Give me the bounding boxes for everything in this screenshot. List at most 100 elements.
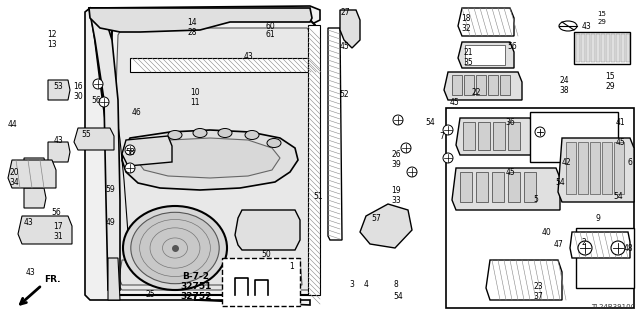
Text: 52: 52 bbox=[339, 90, 349, 99]
Text: 10
11: 10 11 bbox=[190, 88, 200, 108]
Ellipse shape bbox=[131, 212, 219, 284]
Polygon shape bbox=[89, 8, 312, 32]
Bar bbox=[590, 142, 600, 194]
Text: 54: 54 bbox=[425, 118, 435, 127]
Text: 18
32: 18 32 bbox=[461, 14, 471, 33]
Text: 32751: 32751 bbox=[180, 282, 212, 291]
Polygon shape bbox=[444, 72, 522, 100]
Text: 24
38: 24 38 bbox=[559, 76, 569, 95]
Ellipse shape bbox=[168, 130, 182, 139]
Text: 8: 8 bbox=[394, 280, 398, 289]
Ellipse shape bbox=[559, 21, 577, 31]
Polygon shape bbox=[135, 138, 280, 178]
Bar bbox=[446, 108, 634, 308]
Text: 59: 59 bbox=[105, 185, 115, 194]
Bar bbox=[500, 75, 510, 95]
Polygon shape bbox=[570, 232, 630, 258]
Bar bbox=[626, 34, 630, 62]
Bar bbox=[530, 112, 618, 162]
Text: 44: 44 bbox=[7, 120, 17, 129]
Text: 54: 54 bbox=[613, 192, 623, 201]
Text: 43: 43 bbox=[23, 218, 33, 227]
Bar bbox=[621, 34, 625, 62]
Polygon shape bbox=[108, 258, 120, 300]
Circle shape bbox=[125, 163, 135, 173]
Bar bbox=[464, 75, 474, 95]
Bar bbox=[460, 172, 472, 202]
Polygon shape bbox=[48, 142, 70, 162]
Bar bbox=[465, 45, 505, 65]
Text: 43: 43 bbox=[25, 268, 35, 277]
Bar bbox=[452, 75, 462, 95]
Bar bbox=[591, 34, 595, 62]
Polygon shape bbox=[48, 80, 70, 100]
Bar bbox=[581, 34, 585, 62]
Text: 47: 47 bbox=[553, 240, 563, 249]
Polygon shape bbox=[360, 204, 412, 248]
Text: 14
28: 14 28 bbox=[187, 18, 197, 37]
Circle shape bbox=[407, 167, 417, 177]
Text: 51: 51 bbox=[313, 192, 323, 201]
Polygon shape bbox=[85, 6, 320, 305]
Text: 40: 40 bbox=[541, 228, 551, 237]
Text: 19
33: 19 33 bbox=[391, 186, 401, 205]
Bar bbox=[492, 172, 504, 202]
Circle shape bbox=[401, 143, 411, 153]
Text: 43: 43 bbox=[53, 136, 63, 145]
Bar bbox=[508, 122, 520, 150]
Text: 2: 2 bbox=[582, 238, 586, 247]
Circle shape bbox=[535, 127, 545, 137]
Text: 25: 25 bbox=[145, 290, 155, 299]
Polygon shape bbox=[452, 168, 560, 210]
Text: 45: 45 bbox=[615, 138, 625, 147]
Text: 56: 56 bbox=[507, 42, 517, 51]
Polygon shape bbox=[24, 188, 46, 208]
Bar bbox=[614, 142, 624, 194]
Bar bbox=[130, 58, 308, 72]
Text: 16
30: 16 30 bbox=[73, 82, 83, 101]
Polygon shape bbox=[8, 160, 56, 188]
Polygon shape bbox=[235, 210, 300, 250]
Text: 6: 6 bbox=[628, 158, 632, 167]
Text: 1: 1 bbox=[290, 262, 294, 271]
Bar bbox=[611, 34, 615, 62]
Text: 5: 5 bbox=[534, 195, 538, 204]
Text: 45: 45 bbox=[505, 168, 515, 177]
Polygon shape bbox=[340, 10, 360, 48]
Bar bbox=[578, 142, 588, 194]
Bar bbox=[478, 122, 490, 150]
Text: 26
39: 26 39 bbox=[391, 150, 401, 169]
Text: 43: 43 bbox=[243, 52, 253, 61]
Text: 36: 36 bbox=[505, 118, 515, 127]
Text: 22: 22 bbox=[471, 88, 481, 97]
Polygon shape bbox=[74, 128, 114, 150]
Text: B-7-2: B-7-2 bbox=[182, 272, 209, 281]
Circle shape bbox=[443, 125, 453, 135]
Circle shape bbox=[99, 97, 109, 107]
Bar bbox=[602, 142, 612, 194]
Polygon shape bbox=[24, 158, 46, 178]
Text: 57: 57 bbox=[371, 214, 381, 223]
Bar bbox=[524, 172, 536, 202]
Bar bbox=[488, 75, 498, 95]
Bar bbox=[463, 122, 475, 150]
Text: 49: 49 bbox=[105, 218, 115, 227]
Text: 41: 41 bbox=[615, 118, 625, 127]
Polygon shape bbox=[458, 8, 514, 36]
Bar bbox=[576, 34, 580, 62]
Bar bbox=[606, 34, 610, 62]
Circle shape bbox=[578, 241, 592, 255]
Text: 15
29: 15 29 bbox=[605, 72, 615, 92]
Text: 56: 56 bbox=[91, 96, 101, 105]
Bar bbox=[596, 34, 600, 62]
Polygon shape bbox=[458, 42, 514, 68]
Bar bbox=[508, 172, 520, 202]
Circle shape bbox=[125, 145, 135, 155]
Ellipse shape bbox=[245, 130, 259, 139]
Text: 45: 45 bbox=[449, 98, 459, 107]
Polygon shape bbox=[486, 260, 562, 300]
Text: 43: 43 bbox=[581, 22, 591, 31]
Polygon shape bbox=[122, 136, 172, 166]
Polygon shape bbox=[558, 138, 634, 202]
Text: 61: 61 bbox=[265, 30, 275, 39]
